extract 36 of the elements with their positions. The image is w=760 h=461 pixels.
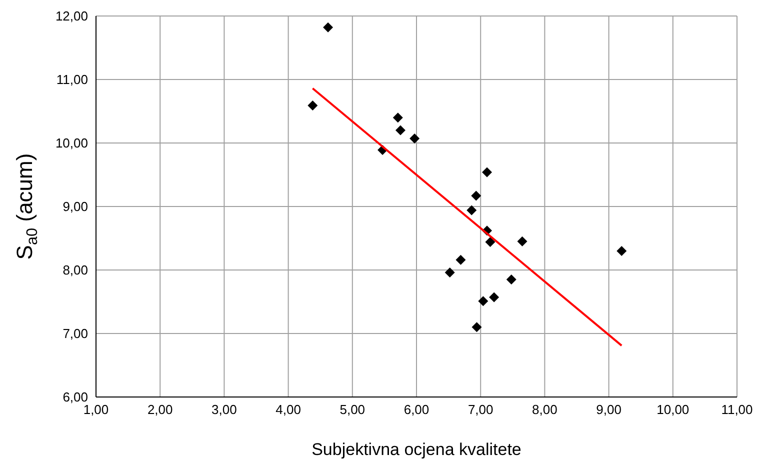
point xyxy=(308,100,318,111)
point xyxy=(517,236,528,246)
x-tick-label: 1,00 xyxy=(83,402,109,418)
point xyxy=(456,254,466,265)
x-tick-label: 8,00 xyxy=(532,402,558,418)
x-tick-label: 6,00 xyxy=(404,402,430,418)
y-tick-label: 11,00 xyxy=(56,72,88,88)
point xyxy=(472,322,482,332)
x-tick-label: 7,00 xyxy=(468,402,494,418)
point xyxy=(392,112,403,123)
point xyxy=(478,296,488,306)
point xyxy=(506,274,516,285)
x-tick-label: 9,00 xyxy=(596,402,622,418)
point xyxy=(466,205,477,216)
y-tick-label: 10,00 xyxy=(55,136,88,151)
point xyxy=(395,125,406,136)
point xyxy=(616,246,627,256)
y-tick-label: 12,00 xyxy=(55,8,88,24)
point xyxy=(471,190,482,201)
y-tick-label: 7,00 xyxy=(62,326,88,342)
point xyxy=(482,167,492,178)
x-axis-title: Subjektivna ocjena kvalitete xyxy=(312,440,522,459)
y-tick-label: 8,00 xyxy=(62,262,88,278)
point xyxy=(444,268,455,278)
y-tick-label: 9,00 xyxy=(62,199,88,214)
point xyxy=(485,237,496,248)
x-tick-label: 2,00 xyxy=(147,402,173,418)
x-tick-label: 3,00 xyxy=(212,402,237,418)
x-tick-label: 10,00 xyxy=(656,402,690,418)
x-tick-label: 11,00 xyxy=(721,402,753,418)
point xyxy=(410,134,420,144)
point xyxy=(489,292,500,302)
y-tick-label: 6,00 xyxy=(62,390,88,405)
point xyxy=(323,22,334,32)
x-tick-label: 5,00 xyxy=(340,402,366,418)
x-tick-label: 4,00 xyxy=(276,402,301,418)
